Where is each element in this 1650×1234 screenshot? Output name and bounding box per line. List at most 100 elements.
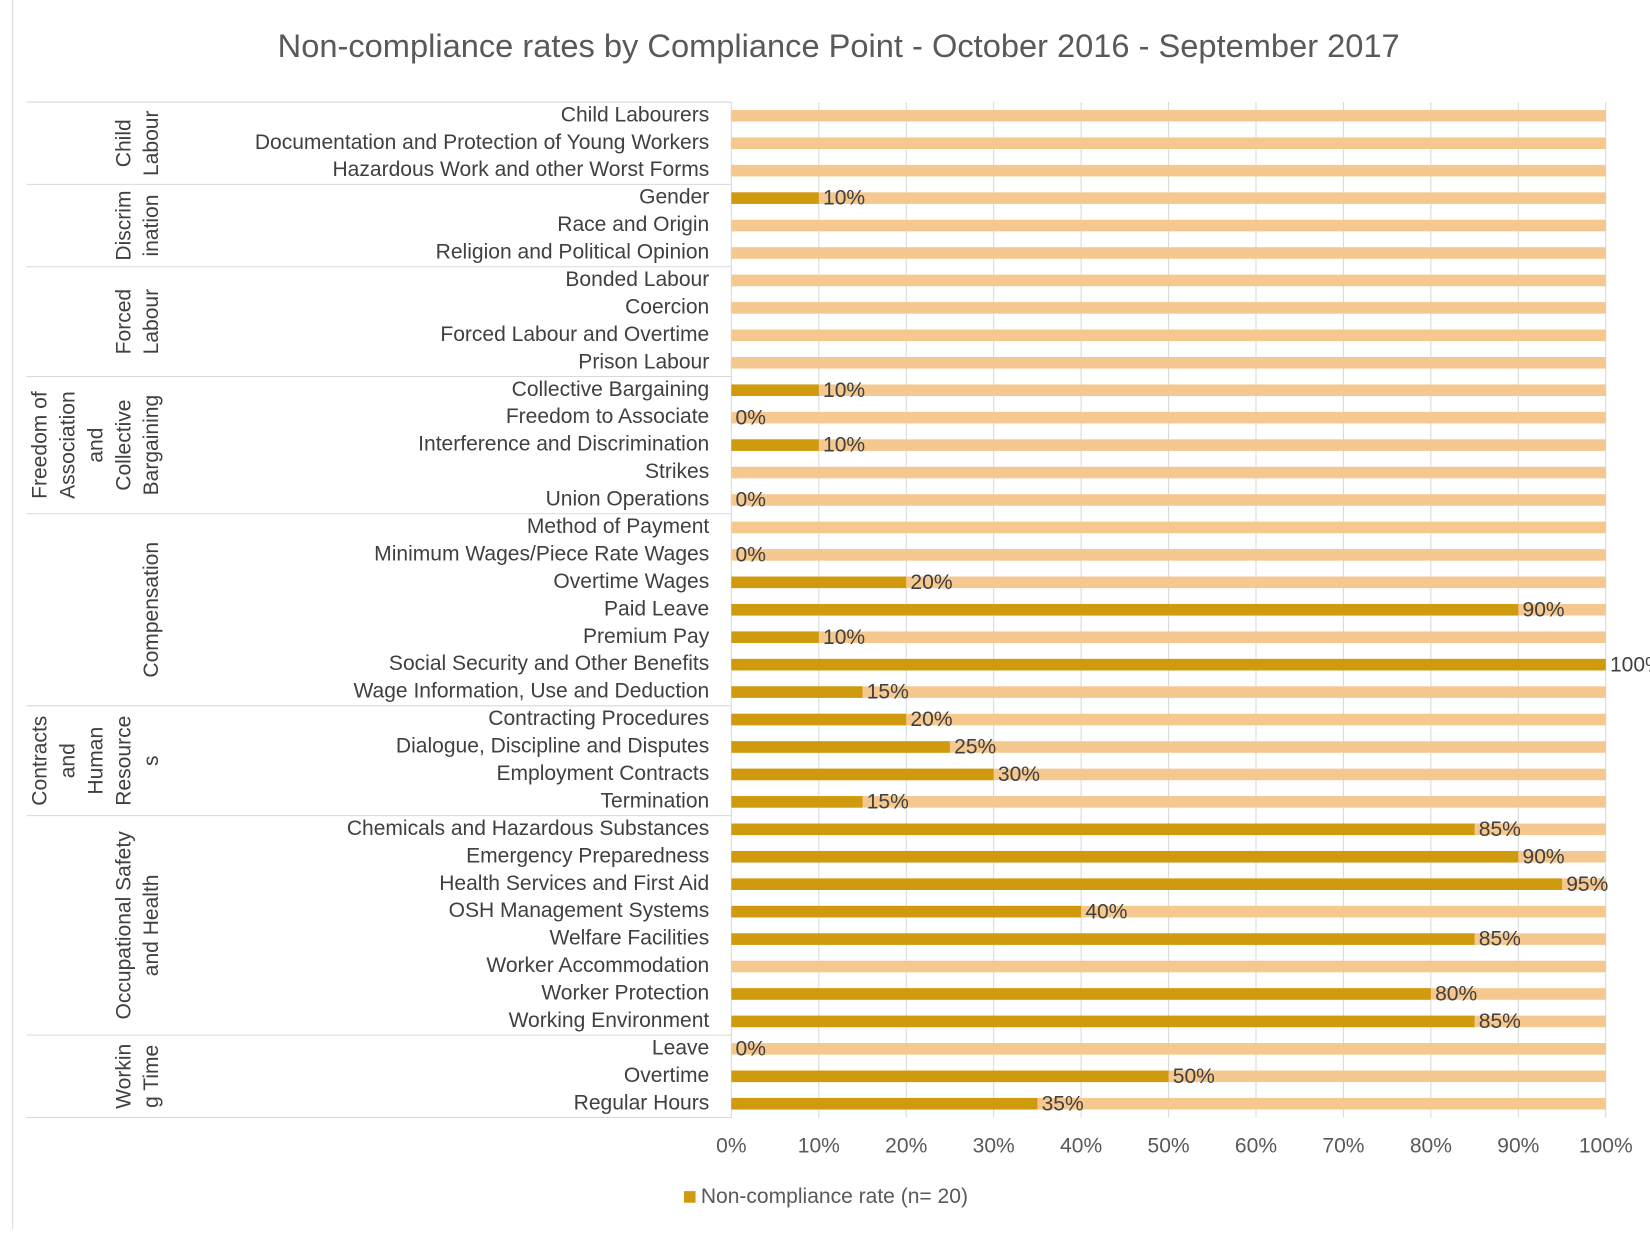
category-label: Forced Labour and Overtime — [440, 323, 709, 346]
x-tick-label: 0% — [716, 1134, 746, 1157]
bar — [731, 796, 863, 808]
group-label: Human — [84, 727, 107, 795]
data-label: 100% — [1610, 653, 1650, 676]
x-tick-label: 10% — [798, 1134, 840, 1157]
data-label: 95% — [1566, 873, 1608, 896]
x-tick-label: 60% — [1235, 1134, 1277, 1157]
x-tick-label: 20% — [885, 1134, 927, 1157]
data-label: 35% — [1042, 1092, 1084, 1115]
category-label: Emergency Preparedness — [466, 844, 709, 867]
category-label: Health Services and First Aid — [439, 872, 709, 895]
group-label: s — [140, 755, 163, 766]
group-label: Contracts — [29, 716, 52, 806]
group-label: Collective — [112, 400, 135, 491]
data-label: 85% — [1479, 1010, 1521, 1033]
bar — [731, 988, 1431, 1000]
bar — [731, 384, 819, 397]
category-label: Regular Hours — [574, 1091, 710, 1114]
group-label: Child — [112, 119, 135, 167]
x-tick-label: 30% — [973, 1134, 1015, 1157]
category-label: Worker Accommodation — [486, 954, 709, 977]
data-label: 0% — [736, 489, 766, 512]
x-tick-label: 40% — [1060, 1134, 1102, 1157]
bar-background — [731, 110, 1606, 122]
x-tick-label: 100% — [1579, 1134, 1633, 1157]
data-label: 10% — [823, 434, 865, 457]
bar-background — [731, 439, 1606, 451]
data-label: 0% — [736, 543, 766, 566]
bar — [731, 713, 907, 726]
legend-label: Non-compliance rate (n= 20) — [701, 1185, 968, 1208]
bar-background — [731, 329, 1606, 342]
category-label: Contracting Procedures — [488, 707, 709, 730]
category-label: Method of Payment — [527, 515, 710, 538]
bar-background — [731, 549, 1606, 561]
data-label: 25% — [954, 736, 996, 759]
group-label: Labour — [140, 289, 163, 354]
group-label: and — [84, 428, 107, 463]
bar-background — [731, 1097, 1606, 1110]
data-label: 90% — [1523, 845, 1565, 868]
bar-background — [731, 494, 1606, 506]
category-label: Chemicals and Hazardous Substances — [347, 817, 709, 840]
bar — [731, 741, 950, 753]
legend-swatch — [684, 1191, 696, 1203]
x-tick-label: 70% — [1322, 1134, 1364, 1157]
group-label: Bargaining — [140, 395, 163, 496]
bar — [731, 658, 1606, 671]
category-label: Overtime Wages — [553, 570, 709, 593]
category-label: Working Environment — [509, 1009, 710, 1032]
group-label: Compensation — [140, 542, 163, 678]
category-label: Social Security and Other Benefits — [389, 652, 709, 675]
bar — [731, 576, 907, 589]
category-label: Bonded Labour — [565, 268, 709, 291]
bar-background — [731, 768, 1606, 781]
bar-background — [731, 905, 1606, 918]
data-label: 10% — [823, 187, 865, 210]
bar-background — [731, 713, 1606, 726]
data-label: 30% — [998, 763, 1040, 786]
category-label: Gender — [639, 186, 709, 209]
x-tick-label: 90% — [1497, 1134, 1539, 1157]
data-label: 20% — [910, 708, 952, 731]
category-label: Welfare Facilities — [550, 927, 710, 950]
bar — [731, 933, 1475, 945]
bar-background — [731, 1043, 1606, 1055]
bar — [731, 603, 1519, 616]
bar-background — [731, 631, 1606, 643]
group-label: Occupational Safety — [112, 831, 135, 1020]
data-label: 85% — [1479, 928, 1521, 951]
category-label: Collective Bargaining — [512, 378, 710, 401]
bar-background — [731, 356, 1606, 369]
category-label: Interference and Discrimination — [418, 433, 709, 456]
data-label: 0% — [736, 406, 766, 429]
category-label: Premium Pay — [583, 625, 710, 648]
group-label: and — [57, 743, 80, 778]
bar — [731, 878, 1563, 890]
x-tick-label: 50% — [1148, 1134, 1190, 1157]
bar — [731, 1015, 1475, 1028]
bar-background — [731, 137, 1606, 150]
data-label: 20% — [910, 571, 952, 594]
bar-background — [731, 466, 1606, 479]
group-label: and Health — [140, 874, 163, 976]
bar-background — [731, 960, 1606, 973]
bar-background — [731, 274, 1606, 287]
bar-background — [731, 302, 1606, 314]
bar — [731, 823, 1475, 836]
group-label: Resource — [112, 716, 135, 806]
bar — [731, 686, 863, 698]
bar-background — [731, 741, 1606, 753]
group-label: Workin — [112, 1044, 135, 1109]
group-label: Association — [57, 391, 80, 499]
bar — [731, 192, 819, 204]
data-label: 15% — [867, 681, 909, 704]
category-label: Child Labourers — [561, 103, 709, 126]
bar — [731, 768, 994, 781]
category-label: Race and Origin — [557, 213, 709, 236]
group-label: g Time — [140, 1045, 163, 1108]
data-label: 0% — [736, 1037, 766, 1060]
bar-background — [731, 192, 1606, 204]
category-label: Worker Protection — [541, 982, 709, 1005]
